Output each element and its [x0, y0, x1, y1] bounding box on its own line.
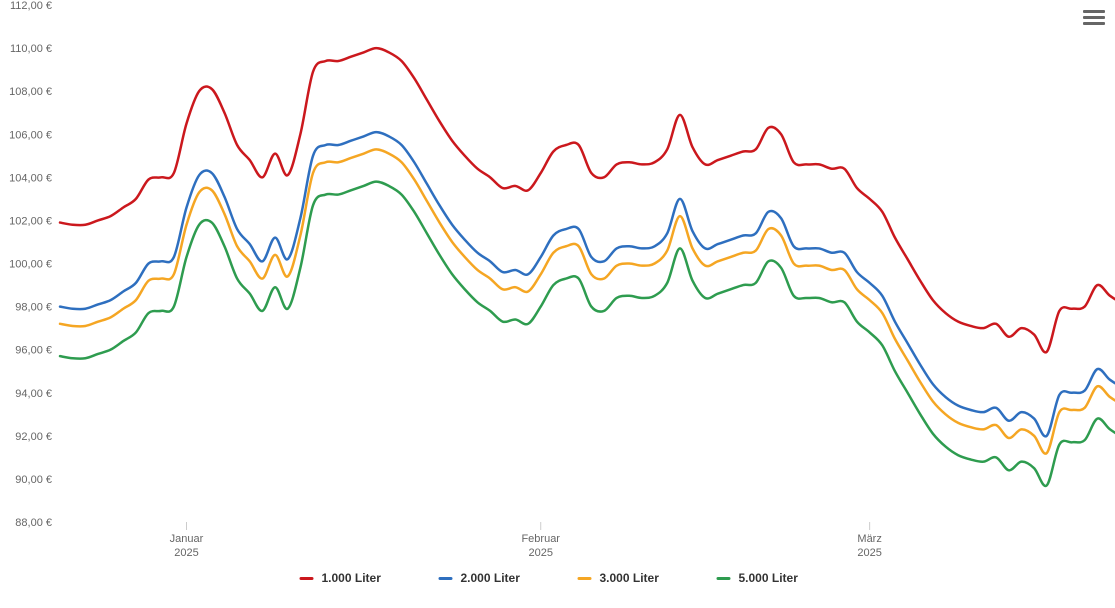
y-axis-tick: 94,00 €	[15, 388, 52, 400]
y-axis-tick-label: 100,00 €	[9, 259, 52, 271]
y-axis-tick-label: 104,00 €	[9, 172, 52, 184]
y-axis-tick-label: 110,00 €	[10, 43, 52, 55]
y-axis-tick-label: 112,00 €	[10, 0, 52, 12]
x-axis-tick-sublabel: 2025	[857, 547, 881, 559]
x-axis-tick-label: Februar	[521, 533, 560, 545]
y-axis-tick: 90,00 €	[15, 474, 52, 486]
x-axis-tick: Januar 2025	[170, 533, 204, 559]
y-axis-tick: 106,00 €	[9, 129, 52, 141]
y-axis-tick-label: 94,00 €	[15, 388, 52, 400]
legend-swatch	[300, 577, 314, 580]
series-l2000[interactable]	[60, 132, 1115, 436]
y-axis-tick: 104,00 €	[9, 172, 52, 184]
chart-menu-icon[interactable]	[1083, 6, 1105, 28]
y-axis-tick: 102,00 €	[9, 215, 52, 227]
series-l5000[interactable]	[60, 182, 1115, 486]
y-axis-tick-label: 108,00 €	[9, 86, 52, 98]
legend-swatch	[717, 577, 731, 580]
price-line-chart: 88,00 € 90,00 € 92,00 € 94,00 € 96,00 € 98,00…	[0, 0, 1115, 608]
y-axis-tick: 98,00 €	[15, 302, 52, 314]
legend-item-l1000[interactable]: 1.000 Liter	[300, 571, 382, 585]
legend-label: 3.000 Liter	[600, 571, 660, 585]
y-axis-tick: 88,00 €	[15, 517, 52, 529]
x-axis-tick-label: März	[857, 533, 881, 545]
legend-label: 2.000 Liter	[461, 571, 521, 585]
legend-item-l3000[interactable]: 3.000 Liter	[578, 571, 660, 585]
y-axis-tick-label: 102,00 €	[9, 215, 52, 227]
x-axis-tick: März 2025	[857, 533, 881, 559]
legend-swatch	[578, 577, 592, 580]
legend-item-l2000[interactable]: 2.000 Liter	[439, 571, 521, 585]
y-axis-tick: 96,00 €	[15, 345, 52, 357]
y-axis-tick-label: 98,00 €	[15, 302, 52, 314]
y-axis-tick: 100,00 €	[9, 259, 52, 271]
y-axis-tick-label: 88,00 €	[15, 517, 52, 529]
y-axis-tick: 110,00 €	[10, 43, 52, 55]
legend-item-l5000[interactable]: 5.000 Liter	[717, 571, 799, 585]
x-axis-tick-sublabel: 2025	[174, 547, 198, 559]
x-axis-tick-sublabel: 2025	[528, 547, 552, 559]
x-axis-tick-label: Januar	[170, 533, 204, 545]
legend-label: 1.000 Liter	[322, 571, 382, 585]
legend-label: 5.000 Liter	[739, 571, 799, 585]
y-axis-tick: 108,00 €	[9, 86, 52, 98]
legend-swatch	[439, 577, 453, 580]
y-axis-tick-label: 90,00 €	[15, 474, 52, 486]
chart-legend: 1.000 Liter 2.000 Liter 3.000 Liter 5.000 L…	[300, 571, 799, 585]
y-axis-tick: 92,00 €	[15, 431, 52, 443]
y-axis-tick-label: 106,00 €	[9, 129, 52, 141]
y-axis-tick: 112,00 €	[10, 0, 52, 12]
x-axis-tick: Februar 2025	[521, 533, 560, 559]
y-axis-tick-label: 92,00 €	[15, 431, 52, 443]
y-axis-tick-label: 96,00 €	[15, 345, 52, 357]
